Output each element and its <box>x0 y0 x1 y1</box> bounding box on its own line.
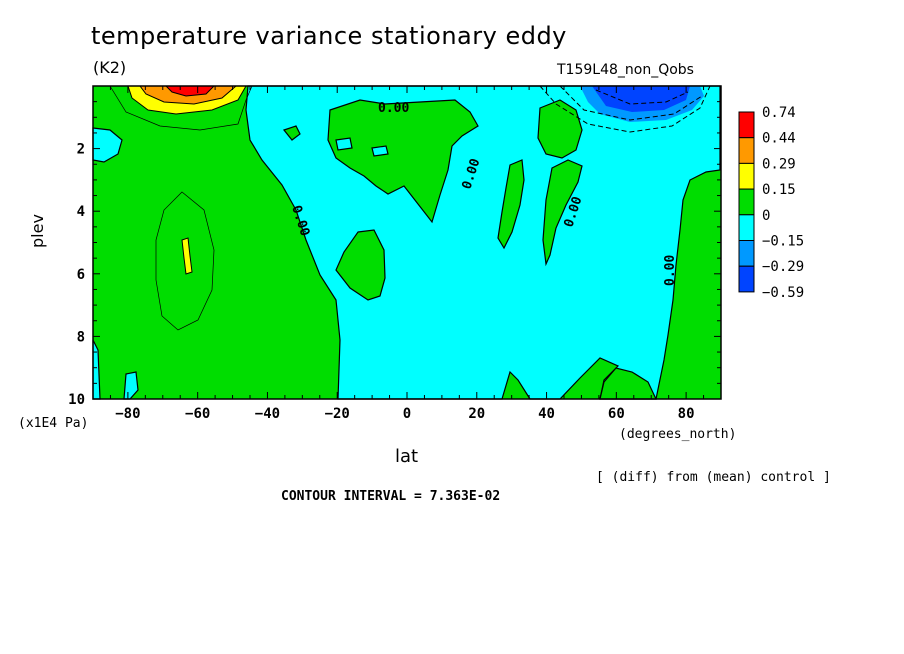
x-axis-unit: (degrees_north) <box>619 427 737 442</box>
y-tick-label: 2 <box>77 142 85 158</box>
contour-negative-3 <box>595 89 689 105</box>
field-green-island-upper <box>327 99 479 224</box>
colorbar-label: 0.74 <box>762 105 796 121</box>
x-axis-ticks: −80 −60 −40 −20 0 20 40 60 80 <box>92 86 722 422</box>
y-tick-label: 8 <box>77 329 85 345</box>
colorbar-label: 0.29 <box>762 156 796 172</box>
field-green-island-north45 <box>542 159 583 267</box>
colorbar-label: −0.59 <box>762 285 804 301</box>
field-green-island-south30 <box>282 125 301 141</box>
chart-units: (K2) <box>93 58 127 77</box>
x-tick-label: −20 <box>325 406 350 422</box>
field-green-island-north50 <box>537 99 583 159</box>
contour-positive-outer <box>109 85 253 131</box>
colorbar-label: −0.29 <box>762 259 804 275</box>
colorbar-label: 0 <box>762 208 770 224</box>
field-cyan-patch-tiny <box>335 137 353 151</box>
y-axis-unit: (x1E4 Pa) <box>18 416 89 431</box>
field-green-island-north30a <box>497 159 525 250</box>
x-tick-label: −80 <box>115 406 140 422</box>
field-yellow-blob <box>181 237 193 275</box>
chart-title: temperature variance stationary eddy <box>91 22 567 50</box>
contour-negative-2 <box>559 85 703 121</box>
colorbar-swatch <box>738 265 755 293</box>
colorbar-swatch <box>738 111 755 139</box>
contour-label-5: 0.00 <box>663 255 678 286</box>
x-tick-label: 40 <box>538 406 555 422</box>
colorbar-swatch <box>738 137 755 164</box>
x-tick-label: −40 <box>255 406 280 422</box>
colorbar-label: 0.44 <box>762 131 796 147</box>
x-axis-label: lat <box>395 446 419 467</box>
x-tick-label: 60 <box>608 406 625 422</box>
run-label: T159L48_non_Qobs <box>557 62 694 78</box>
colorbar-swatch <box>738 240 755 267</box>
y-tick-label: 6 <box>77 267 85 283</box>
diff-note: [ (diff) from (mean) control ] <box>596 470 831 485</box>
field-green-island-south20 <box>335 229 386 301</box>
contour-negative-1 <box>539 85 711 133</box>
colorbar: 0.74 0.44 0.29 0.15 0 −0.15 −0.29 −0.59 <box>738 105 804 301</box>
contour-label-1: 0.00 <box>378 101 409 116</box>
field-fill <box>92 85 721 400</box>
x-tick-label: 0 <box>403 406 411 422</box>
field-cyan-patch-tiny2 <box>371 145 389 157</box>
colorbar-swatch <box>738 214 755 242</box>
contour-positive-ellipse <box>155 191 215 331</box>
colorbar-swatch <box>738 188 755 216</box>
colorbar-swatch <box>738 162 755 190</box>
x-tick-label: 20 <box>468 406 485 422</box>
y-tick-label: 10 <box>68 392 85 408</box>
y-tick-label: 4 <box>77 204 85 220</box>
colorbar-label: −0.15 <box>762 234 804 250</box>
x-tick-label: 80 <box>678 406 695 422</box>
contour-interval: CONTOUR INTERVAL = 7.363E-02 <box>281 489 501 504</box>
x-tick-label: −60 <box>185 406 210 422</box>
y-axis-ticks: 2 4 6 8 10 <box>68 85 721 408</box>
colorbar-label: 0.15 <box>762 182 796 198</box>
